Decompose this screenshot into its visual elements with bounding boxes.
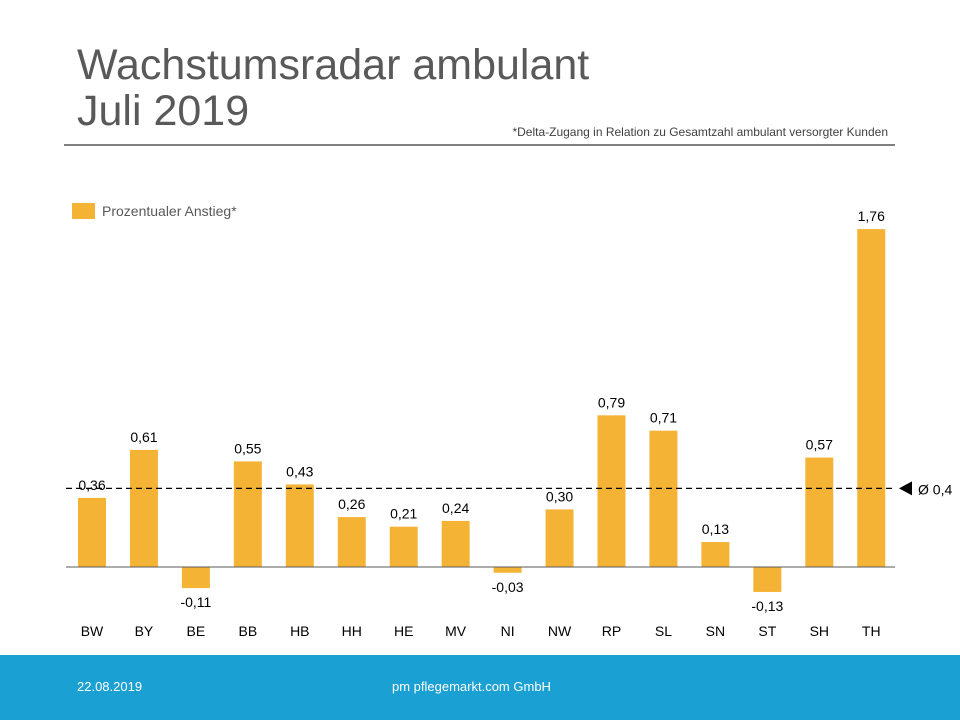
category-label-NI: NI xyxy=(501,623,515,639)
category-label-HE: HE xyxy=(394,623,413,639)
bar-BB xyxy=(233,461,262,567)
footnote: *Delta-Zugang in Relation zu Gesamtzahl … xyxy=(512,125,888,139)
title-divider xyxy=(64,144,895,146)
value-label-MV: 0,24 xyxy=(442,500,469,516)
value-label-BB: 0,55 xyxy=(234,440,261,456)
legend-swatch xyxy=(72,203,95,219)
category-label-SN: SN xyxy=(706,623,725,639)
average-label: Ø 0,4 xyxy=(918,481,952,497)
title-line-1: Wachstumsradar ambulant xyxy=(77,41,590,89)
category-label-ST: ST xyxy=(758,623,776,639)
bar-MV xyxy=(441,520,470,567)
category-label-RP: RP xyxy=(602,623,621,639)
bar-BY xyxy=(129,449,158,567)
value-label-HB: 0,43 xyxy=(286,463,313,479)
average-marker-icon xyxy=(899,481,912,496)
bar-BE xyxy=(181,567,210,589)
footer-date: 22.08.2019 xyxy=(77,679,143,694)
bar-SL xyxy=(649,430,678,567)
bar-SH xyxy=(805,457,834,567)
bar-SN xyxy=(701,542,730,567)
category-label-SL: SL xyxy=(655,623,672,639)
value-label-RP: 0,79 xyxy=(598,394,625,410)
value-label-SL: 0,71 xyxy=(650,410,677,426)
bar-NW xyxy=(545,509,574,567)
value-label-BE: -0,11 xyxy=(180,594,211,610)
value-label-HH: 0,26 xyxy=(338,496,365,512)
category-label-BW: BW xyxy=(81,623,104,639)
category-label-NW: NW xyxy=(548,623,572,639)
value-label-BW: 0,36 xyxy=(78,477,105,493)
value-label-NW: 0,30 xyxy=(546,488,573,504)
bar-BW xyxy=(78,497,106,567)
footer-bar: 22.08.2019 pm pflegemarkt.com GmbH xyxy=(0,655,960,720)
category-label-HB: HB xyxy=(290,623,309,639)
category-label-TH: TH xyxy=(862,623,881,639)
value-label-NI: -0,03 xyxy=(492,579,524,595)
bar-NI xyxy=(493,567,522,573)
category-label-SH: SH xyxy=(810,623,829,639)
bar-chart: Prozentualer Anstieg* 0,36 BW 0,61 BY -0,11 BE… xyxy=(66,203,952,639)
category-label-HH: HH xyxy=(342,623,362,639)
bar-ST xyxy=(753,567,782,592)
bar-TH xyxy=(857,229,886,567)
footer-company: pm pflegemarkt.com GmbH xyxy=(392,679,551,694)
bar-RP xyxy=(597,415,626,567)
value-label-SH: 0,57 xyxy=(806,437,833,453)
value-label-SN: 0,13 xyxy=(702,521,729,537)
bar-HH xyxy=(337,517,366,567)
legend-label: Prozentualer Anstieg* xyxy=(102,203,237,219)
value-label-HE: 0,21 xyxy=(390,506,417,522)
bar-HE xyxy=(389,526,418,567)
bar-HB xyxy=(285,484,314,567)
value-label-ST: -0,13 xyxy=(751,598,783,614)
category-label-BY: BY xyxy=(135,623,154,639)
title-line-2: Juli 2019 xyxy=(77,87,250,135)
category-label-MV: MV xyxy=(445,623,467,639)
value-label-BY: 0,61 xyxy=(130,429,157,445)
category-label-BE: BE xyxy=(187,623,206,639)
slide-title: Wachstumsradar ambulant Juli 2019 xyxy=(77,42,589,134)
category-label-BB: BB xyxy=(239,623,258,639)
value-label-TH: 1,76 xyxy=(858,208,885,224)
